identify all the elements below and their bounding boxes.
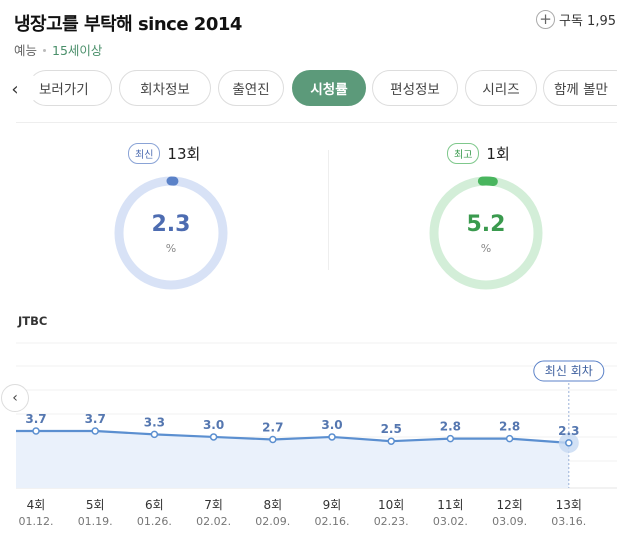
divider bbox=[16, 122, 617, 123]
tab-ratings[interactable]: 시청률 bbox=[292, 70, 366, 106]
x-tick-episode: 11회 bbox=[437, 498, 463, 512]
tab-recommend[interactable]: 함께 볼만 bbox=[543, 70, 617, 106]
x-tick-date: 02.23. bbox=[374, 515, 409, 528]
best-rating-unit: % bbox=[480, 242, 492, 255]
best-rating-value: 5.2 bbox=[466, 212, 506, 237]
latest-rating-donut: 2.3 % bbox=[112, 174, 230, 292]
data-point bbox=[150, 430, 159, 439]
data-label: 3.0 bbox=[321, 418, 342, 432]
data-label: 2.3 bbox=[558, 424, 579, 438]
channel-label: JTBC bbox=[18, 314, 48, 328]
data-point bbox=[32, 427, 40, 435]
data-point bbox=[91, 427, 99, 435]
x-tick-episode: 6회 bbox=[145, 498, 164, 512]
x-tick-date: 03.16. bbox=[551, 515, 586, 528]
chevron-left-icon[interactable]: ‹ bbox=[11, 78, 19, 100]
tab-bar: ‹ 보러가기 회차정보 출연진 시청률 편성정보 시리즈 함께 볼만 bbox=[0, 70, 617, 108]
x-tick-episode: 9회 bbox=[323, 498, 342, 512]
data-label: 2.5 bbox=[381, 422, 402, 436]
data-label: 2.8 bbox=[499, 420, 520, 434]
latest-donut-svg bbox=[114, 176, 228, 290]
subscribe-label: 구독 1,95 bbox=[559, 14, 616, 29]
plus-icon: + bbox=[536, 10, 555, 29]
donut-arc bbox=[429, 176, 543, 290]
data-label: 2.8 bbox=[440, 420, 461, 434]
best-badge: 최고 bbox=[447, 143, 480, 164]
tab-schedule[interactable]: 편성정보 bbox=[372, 70, 458, 106]
x-tick-date: 02.09. bbox=[255, 515, 290, 528]
data-label: 3.7 bbox=[25, 412, 46, 426]
latest-episode: 13회 bbox=[167, 145, 201, 163]
data-point bbox=[565, 439, 573, 447]
data-point bbox=[446, 434, 455, 443]
x-tick-date: 01.19. bbox=[78, 515, 113, 528]
x-tick-episode: 5회 bbox=[86, 498, 105, 512]
tab-watch[interactable]: 보러가기 bbox=[28, 70, 112, 106]
separator-dot bbox=[43, 49, 47, 52]
latest-rating-header: 최신 13회 bbox=[128, 143, 200, 164]
latest-rating-unit: % bbox=[165, 242, 177, 255]
data-point bbox=[328, 433, 336, 441]
tab-episode-info[interactable]: 회차정보 bbox=[119, 70, 211, 106]
series-line bbox=[16, 429, 569, 444]
program-meta: 예능 15세이상 bbox=[14, 40, 102, 59]
data-point bbox=[387, 437, 395, 445]
data-label: 3.7 bbox=[85, 412, 106, 426]
subscribe-button[interactable]: + 구독 1,95 bbox=[536, 10, 616, 29]
best-rating-donut: 5.2 % bbox=[427, 174, 545, 292]
x-tick-episode: 7회 bbox=[204, 498, 223, 512]
x-tick-date: 03.09. bbox=[492, 515, 527, 528]
age-rating-label: 15세이상 bbox=[52, 43, 103, 58]
x-tick-episode: 12회 bbox=[496, 498, 522, 512]
latest-episode-callout bbox=[533, 360, 605, 382]
x-tick-date: 01.12. bbox=[19, 515, 54, 528]
x-tick-episode: 8회 bbox=[263, 498, 282, 512]
tab-series[interactable]: 시리즈 bbox=[465, 70, 537, 106]
data-point bbox=[269, 435, 277, 444]
x-tick-episode: 10회 bbox=[378, 498, 404, 512]
x-tick-episode: 13회 bbox=[556, 498, 582, 512]
latest-episode-label: 최신 회차 bbox=[545, 364, 593, 378]
data-point bbox=[505, 434, 514, 443]
latest-rating-value: 2.3 bbox=[151, 212, 191, 237]
tab-cast[interactable]: 출연진 bbox=[218, 70, 284, 106]
latest-point-halo bbox=[558, 432, 579, 453]
divider bbox=[328, 150, 329, 270]
x-tick-date: 01.26. bbox=[137, 515, 172, 528]
data-label: 3.3 bbox=[144, 415, 165, 429]
program-header: 냉장고를 부탁해 since 2014 bbox=[14, 10, 242, 36]
data-point bbox=[209, 433, 218, 441]
donut-arc bbox=[114, 176, 228, 290]
best-donut-svg bbox=[429, 176, 543, 290]
data-label: 3.0 bbox=[203, 418, 224, 432]
latest-badge: 최신 bbox=[128, 143, 161, 164]
program-title: 냉장고를 부탁해 since 2014 bbox=[14, 14, 242, 35]
x-tick-episode: 4회 bbox=[27, 498, 46, 512]
x-tick-date: 03.02. bbox=[433, 515, 468, 528]
x-tick-date: 02.02. bbox=[196, 515, 231, 528]
series-area bbox=[16, 431, 569, 488]
genre-label: 예능 bbox=[14, 43, 38, 58]
chevron-left-icon[interactable]: ‹ bbox=[1, 384, 29, 412]
best-rating-header: 최고 1회 bbox=[447, 143, 510, 164]
x-tick-date: 02.16. bbox=[315, 515, 350, 528]
data-label: 2.7 bbox=[262, 421, 283, 435]
best-episode: 1회 bbox=[486, 145, 510, 163]
